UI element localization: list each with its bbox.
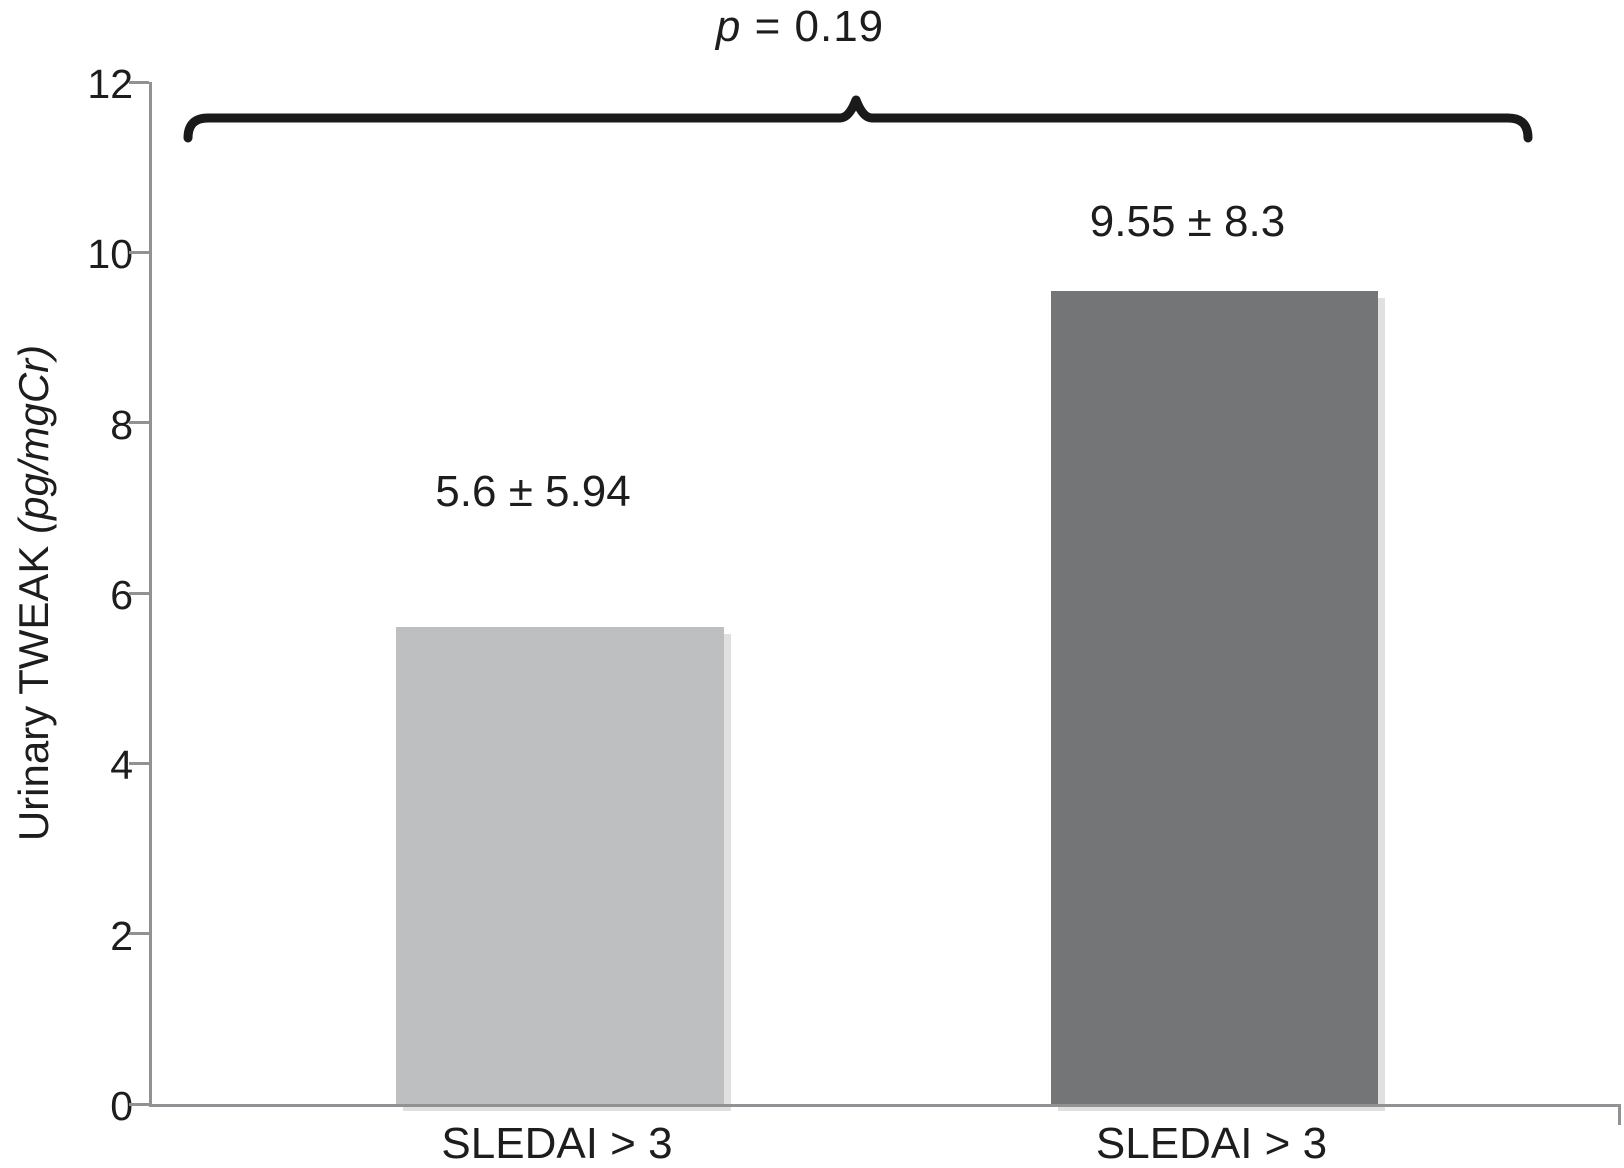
y-axis-tick-mark — [129, 421, 149, 425]
x-axis-end-tick — [1618, 1104, 1621, 1125]
x-axis-category-label: SLEDAI > 3 — [441, 1119, 673, 1168]
y-axis-tick-labels: 0 2 4 6 8 10 12 — [0, 61, 135, 1129]
bar-sledai-group-1 — [396, 627, 724, 1104]
y-axis-tick-mark — [129, 250, 149, 254]
p-value-label: p = 0.19 — [716, 2, 884, 52]
y-axis-tick-mark — [129, 761, 149, 765]
comparison-brace-icon — [183, 95, 1533, 143]
p-value-text: = 0.19 — [741, 2, 885, 51]
y-axis-tick-label: 0 — [110, 1083, 133, 1129]
p-symbol: p — [715, 2, 742, 51]
y-axis-tick-label: 6 — [110, 572, 133, 618]
y-axis-tick-label: 8 — [110, 401, 133, 448]
y-axis-tick-mark — [129, 591, 149, 595]
y-axis-tick-mark — [129, 932, 149, 936]
y-axis-tick-label: 12 — [87, 61, 133, 107]
y-axis-tick-label: 4 — [110, 742, 133, 789]
bar-value-label: 5.6 ± 5.94 — [435, 467, 631, 516]
plot-area — [129, 80, 1621, 1125]
y-axis-tick-label: 10 — [87, 231, 133, 278]
x-axis-category-label: SLEDAI > 3 — [1095, 1119, 1328, 1168]
y-axis-tick-mark — [129, 80, 149, 84]
bar-sledai-group-2 — [1051, 290, 1378, 1104]
y-axis-tick-mark — [129, 1102, 149, 1106]
bar-value-label: 9.55 ± 8.3 — [1089, 197, 1286, 246]
y-axis-tick-label: 2 — [110, 912, 133, 959]
